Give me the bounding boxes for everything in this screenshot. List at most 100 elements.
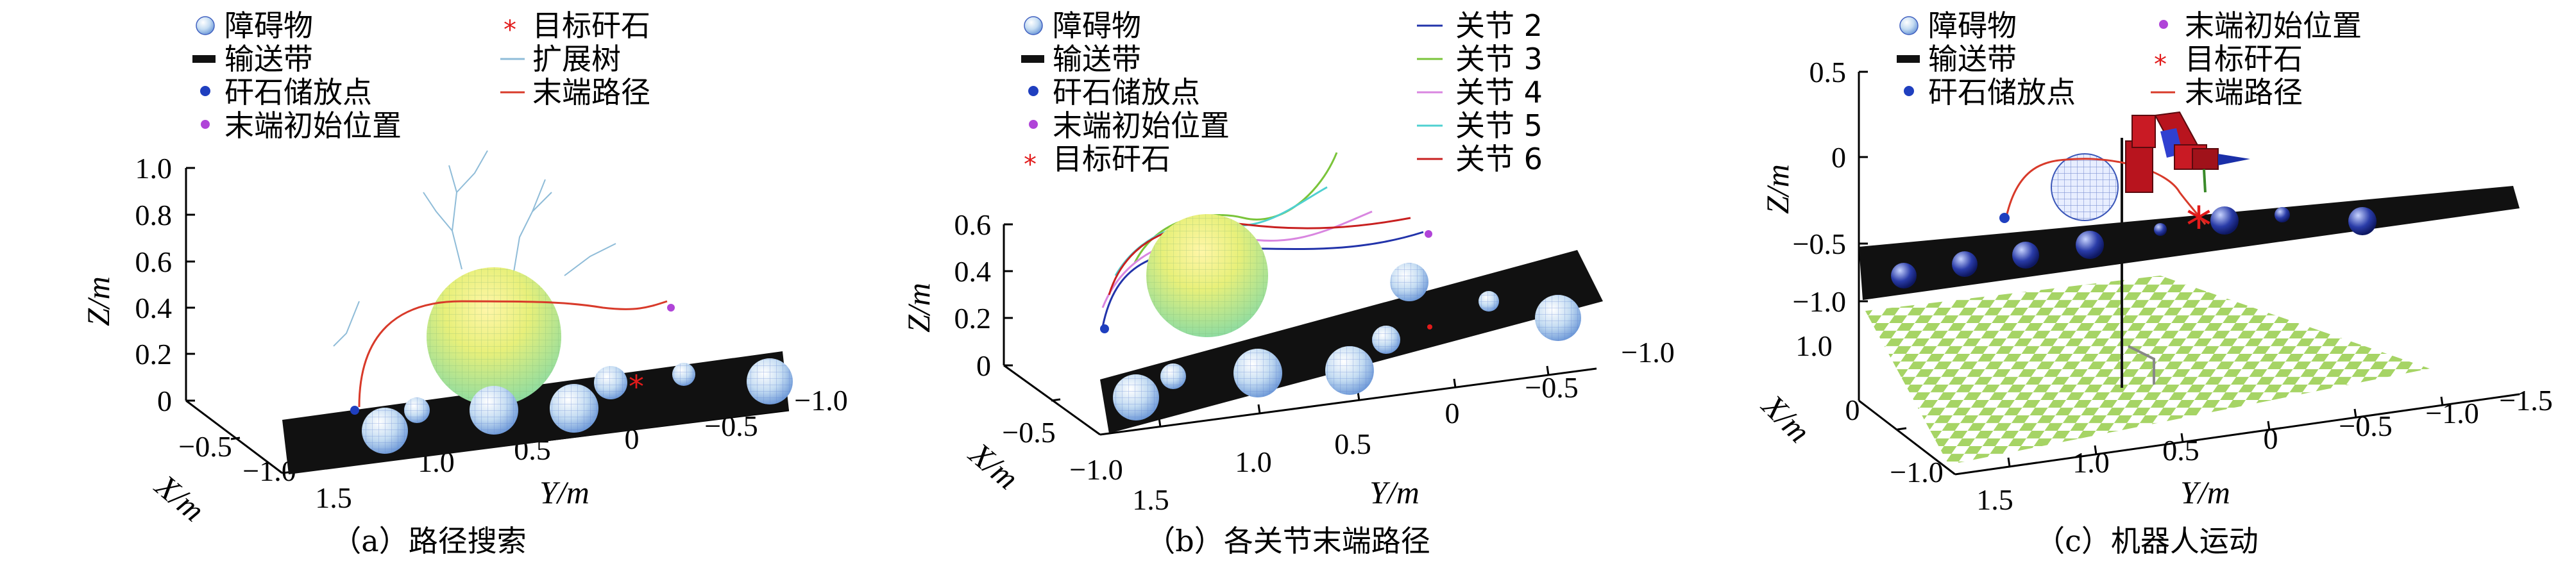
conveyor-belt <box>282 351 789 474</box>
y-ticks: 1.5 1.0 0.5 0 −0.5 −1.0 −1.5 <box>1976 384 2552 516</box>
z-tick: −0.5 <box>1793 228 1846 260</box>
legend-obstacle: 障碍物 <box>1053 8 1141 43</box>
z-tick: 0.6 <box>135 246 173 278</box>
end-path <box>358 300 668 408</box>
target-legend-icon: * <box>1024 150 1037 179</box>
storage-legend-icon <box>1028 86 1038 96</box>
end-start-point <box>667 304 675 312</box>
large-obstacle-outline <box>2051 153 2119 221</box>
x-tick: −1.0 <box>1890 456 1943 488</box>
y-tick: 0.5 <box>2162 434 2199 467</box>
z-tick: 0 <box>157 385 172 417</box>
z-axis-label: Z/m <box>80 276 116 326</box>
storage-legend-icon <box>1904 86 1914 96</box>
caption-a: （a）路径搜索 <box>332 524 526 558</box>
z-ticks: 0.5 0 −0.5 −1.0 <box>1793 56 1846 318</box>
joint3-path <box>1133 152 1338 263</box>
end-start-legend-icon <box>1029 120 1038 129</box>
legend-path: 末端路径 <box>2185 75 2303 110</box>
conveyor-legend-icon <box>192 55 216 63</box>
obstacle-legend-icon <box>196 16 215 35</box>
x-tick: −0.5 <box>1002 416 1055 449</box>
legend-joint3: 关节 3 <box>1455 42 1543 76</box>
caption-c: （c）机器人运动 <box>2035 524 2258 558</box>
y-tick: −1.0 <box>2425 397 2479 429</box>
large-obstacle-wireframe <box>427 267 561 406</box>
legend-storage: 矸石储放点 <box>1928 75 2076 110</box>
legend-storage: 矸石储放点 <box>1053 75 1200 110</box>
legend: 障碍物 输送带 矸石储放点 末端初始位置 * 目标矸石 关节 2 关节 3 关节… <box>1021 8 1543 179</box>
x-tick: 0 <box>1845 394 1860 426</box>
z-ticks: 1.0 0.8 0.6 0.4 0.2 0 <box>135 152 173 417</box>
panel-a-plot: 障碍物 输送带 矸石储放点 末端初始位置 * 目标矸石 扩展树 末端路径 1.0… <box>80 8 848 558</box>
panel-c-plot: 障碍物 输送带 矸石储放点 末端初始位置 * 目标矸石 末端路径 0.5 0 −… <box>1754 8 2552 558</box>
conveyor-legend-icon <box>1021 55 1044 63</box>
legend-target: 目标矸石 <box>1053 142 1171 176</box>
legend-conveyor: 输送带 <box>1053 42 1141 76</box>
y-tick: 1.0 <box>2072 446 2110 479</box>
end-start-legend-icon <box>2159 20 2168 29</box>
z-tick: −1.0 <box>1793 285 1846 318</box>
obstacle-legend-icon <box>1024 16 1043 35</box>
obstacle-spheres <box>1891 206 2377 288</box>
storage-point <box>1100 324 1109 333</box>
obstacle-spheres <box>362 358 793 454</box>
joint-paths <box>1101 152 1424 328</box>
legend-path: 末端路径 <box>532 75 650 110</box>
y-tick: 0 <box>1445 397 1460 429</box>
panel-c: 障碍物 输送带 矸石储放点 末端初始位置 * 目标矸石 末端路径 0.5 0 −… <box>1718 0 2576 566</box>
legend-joint2: 关节 2 <box>1455 8 1543 43</box>
y-tick: −0.5 <box>2339 410 2392 442</box>
y-axis-label: Y/m <box>1369 474 1419 510</box>
floor-grid <box>1865 276 2430 465</box>
z-tick: 0 <box>976 349 991 382</box>
target-rock <box>1427 324 1432 329</box>
panel-b: 障碍物 输送带 矸石储放点 末端初始位置 * 目标矸石 关节 2 关节 3 关节… <box>859 0 1717 566</box>
legend-storage: 矸石储放点 <box>225 75 372 110</box>
y-tick: 1.5 <box>1976 483 2013 516</box>
z-tick: 0 <box>1831 141 1846 174</box>
z-tick: 0.2 <box>135 338 173 370</box>
z-axis-label: Z/m <box>1759 164 1795 214</box>
legend-joint5: 关节 5 <box>1455 108 1543 143</box>
legend-obstacle: 障碍物 <box>225 8 313 43</box>
x-tick: −1.0 <box>1069 453 1123 486</box>
x-axis-label: X/m <box>1754 387 1817 449</box>
legend-tree: 扩展树 <box>532 42 621 76</box>
x-axis-label: X/m <box>148 467 212 528</box>
caption-b: （b）各关节末端路径 <box>1146 524 1430 558</box>
legend-end-start: 末端初始位置 <box>225 108 402 143</box>
end-start-legend-icon <box>201 120 210 129</box>
target-legend-icon: * <box>504 15 516 45</box>
storage-point <box>1999 213 2010 223</box>
conveyor-legend-icon <box>1897 55 1920 63</box>
legend-obstacle: 障碍物 <box>1928 8 2017 43</box>
obstacle-spheres <box>1113 263 1581 420</box>
panel-a: 障碍物 输送带 矸石储放点 末端初始位置 * 目标矸石 扩展树 末端路径 1.0… <box>0 0 858 566</box>
legend: 障碍物 输送带 矸石储放点 末端初始位置 * 目标矸石 末端路径 <box>1897 8 2362 110</box>
z-tick: 0.5 <box>1809 56 1847 88</box>
y-axis-label: Y/m <box>2180 474 2230 510</box>
end-path <box>2005 158 2207 225</box>
z-tick: 1.0 <box>135 152 173 185</box>
target-rock: * <box>629 369 644 405</box>
y-tick: 0.5 <box>1334 428 1371 460</box>
robot-base-bracket <box>2128 345 2155 385</box>
legend-end-start: 末端初始位置 <box>2185 8 2362 43</box>
legend-conveyor: 输送带 <box>1928 42 2017 76</box>
z-tick: 0.4 <box>954 255 992 288</box>
y-axis-label: Y/m <box>539 474 589 510</box>
y-tick: −1.5 <box>2499 384 2552 417</box>
x-ticks: 1.0 0 −1.0 <box>1795 329 1943 488</box>
robot-arm <box>2125 111 2250 193</box>
y-tick: 1.5 <box>315 481 352 514</box>
large-obstacle-wireframe <box>2051 154 2118 221</box>
axes <box>1003 223 1597 436</box>
legend-target: 目标矸石 <box>532 8 650 43</box>
legend-end-start: 末端初始位置 <box>1053 108 1230 143</box>
z-tick: 0.2 <box>954 302 992 335</box>
x-tick: 1.0 <box>1795 329 1833 362</box>
y-tick: −1.0 <box>1621 336 1674 369</box>
expansion-tree <box>333 150 616 347</box>
x-ticks: −0.5 −1.0 <box>1002 416 1123 486</box>
